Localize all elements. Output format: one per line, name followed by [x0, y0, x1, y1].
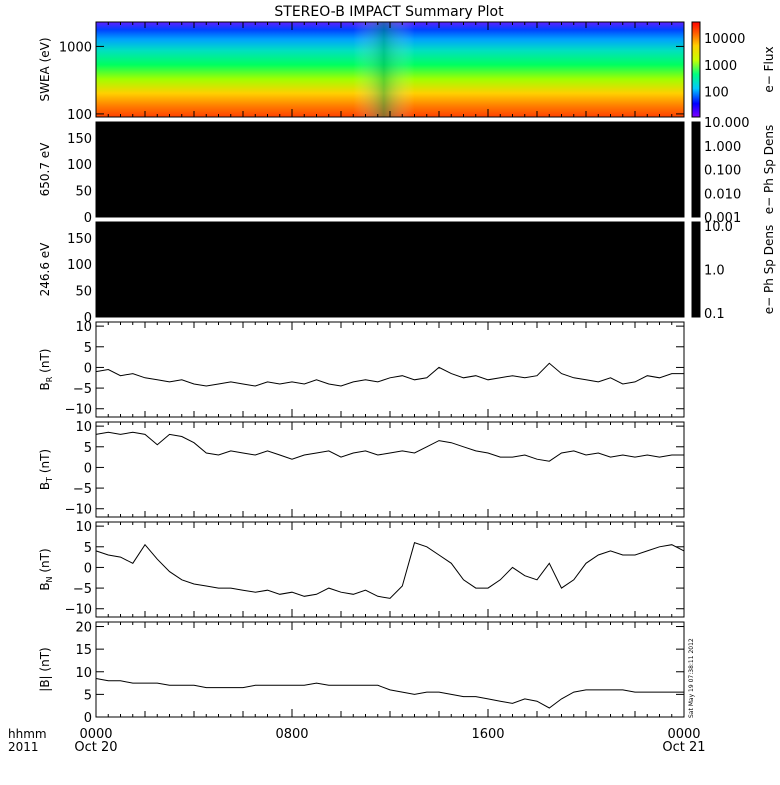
swea-colorbar-label: e− Flux	[762, 46, 776, 92]
panel-bn: −10 −5 0 5 10 BN (nT)	[38, 520, 685, 618]
br-frame	[95, 321, 685, 418]
br-ytick-label: −5	[73, 382, 92, 397]
swea-flux-dip	[353, 22, 415, 117]
br-ylabel: BR (nT)	[38, 349, 54, 391]
pad650-colorbar	[691, 121, 701, 218]
panel-bt: −10 −5 0 5 10 BT (nT)	[38, 420, 685, 518]
bmag-ytick-label: 20	[75, 621, 92, 636]
time-tick-label: 0800	[275, 727, 308, 742]
bn-frame	[95, 521, 685, 618]
panel-pad650: 0 50 100 150 650.7 eV 0.001 0.010 0.100 1.000 10.…	[38, 116, 776, 226]
pad650-ylabel: 650.7 eV	[38, 142, 52, 197]
br-ytick-label: −10	[65, 403, 92, 418]
hhmm-label: hhmm	[8, 727, 47, 741]
pad650-ytick-label: 0	[84, 211, 92, 226]
br-ytick-label: 10	[75, 320, 92, 335]
pad650-colorbar-tick-label: 0.100	[704, 164, 741, 179]
bmag-ylabel: |B| (nT)	[38, 647, 52, 691]
bmag-series-line	[95, 678, 684, 709]
swea-colorbar-tick-label: 1000	[704, 59, 737, 74]
pad246-ylabel: 246.6 eV	[38, 242, 52, 297]
pad246-ytick-label: 100	[67, 258, 92, 273]
time-tick-date: Oct 20	[74, 740, 117, 755]
pad650-ytick-label: 150	[67, 132, 92, 147]
year-label: 2011	[8, 740, 39, 754]
br-ytick-label: 5	[84, 341, 92, 356]
pad246-colorbar	[691, 221, 701, 318]
bn-ytick-label: 0	[84, 561, 92, 576]
panel-br: −10 −5 0 5 10 BR (nT)	[38, 320, 685, 418]
swea-colorbar-tick-label: 100	[704, 85, 729, 100]
swea-ytick-label: 100	[67, 108, 92, 123]
pad246-heatmap	[96, 222, 684, 317]
pad650-ytick-label: 100	[67, 158, 92, 173]
bn-ytick-label: −10	[65, 603, 92, 618]
pad650-heatmap	[96, 122, 684, 217]
timestamp-stamp: Sat May 19 07:38:11 2012	[688, 638, 695, 718]
bt-series-line	[95, 431, 684, 462]
panel-pad246: 0 50 100 150 246.6 eV 0.1 1.0 10.0 e− Ph Sp Dens	[38, 220, 776, 326]
bmag-ytick-label: 0	[84, 711, 92, 726]
pad246-colorbar-tick-label: 10.0	[704, 220, 733, 235]
bn-series-line	[95, 542, 685, 599]
swea-colorbar-tick-label: 10000	[704, 32, 745, 47]
bn-ytick-label: 10	[75, 520, 92, 535]
bn-ytick-label: −5	[73, 582, 92, 597]
swea-ylabel: SWEA (eV)	[38, 37, 52, 101]
pad246-colorbar-tick-label: 0.1	[704, 307, 725, 322]
time-tick-date: Oct 21	[662, 740, 705, 755]
chart-title: STEREO-B IMPACT Summary Plot	[274, 4, 504, 20]
bn-ytick-label: 5	[84, 541, 92, 556]
bt-ylabel: BT (nT)	[38, 449, 54, 490]
bt-ytick-label: −5	[73, 482, 92, 497]
swea-colorbar	[691, 21, 701, 118]
bmag-frame	[95, 621, 685, 718]
panel-swea: 100 1000 SWEA (eV) 100 1000 10000 e− Flux	[38, 21, 776, 123]
bmag-ytick-label: 5	[84, 688, 92, 703]
bt-ytick-label: 10	[75, 420, 92, 435]
bt-ytick-label: −10	[65, 503, 92, 518]
pad650-colorbar-label: e− Ph Sp Dens	[762, 125, 776, 214]
pad246-colorbar-tick-label: 1.0	[704, 264, 725, 279]
bt-ytick-label: 0	[84, 461, 92, 476]
pad650-colorbar-tick-label: 0.010	[704, 187, 741, 202]
time-tick-label: 0000	[667, 727, 700, 742]
br-ytick-label: 0	[84, 361, 92, 376]
br-series-line	[95, 362, 684, 387]
time-tick-label: 1600	[471, 727, 504, 742]
time-tick-label: 0000	[79, 727, 112, 742]
pad650-ytick-label: 50	[75, 185, 92, 200]
pad650-colorbar-tick-label: 1.000	[704, 140, 741, 155]
pad246-ytick-label: 150	[67, 232, 92, 247]
pad246-ytick-label: 0	[84, 311, 92, 326]
bn-ylabel: BN (nT)	[38, 548, 54, 590]
swea-ytick-label: 1000	[59, 40, 92, 55]
panel-bmag: 0 5 10 15 20 |B| (nT)	[38, 621, 685, 726]
pad246-ytick-label: 50	[75, 285, 92, 300]
pad650-colorbar-tick-label: 0.001	[704, 211, 741, 226]
bmag-ytick-label: 10	[75, 666, 92, 681]
bmag-ytick-label: 15	[75, 643, 92, 658]
pad246-colorbar-label: e− Ph Sp Dens	[762, 225, 776, 314]
bt-frame	[95, 421, 685, 518]
bt-ytick-label: 5	[84, 441, 92, 456]
pad650-colorbar-tick-label: 10.000	[704, 116, 750, 131]
